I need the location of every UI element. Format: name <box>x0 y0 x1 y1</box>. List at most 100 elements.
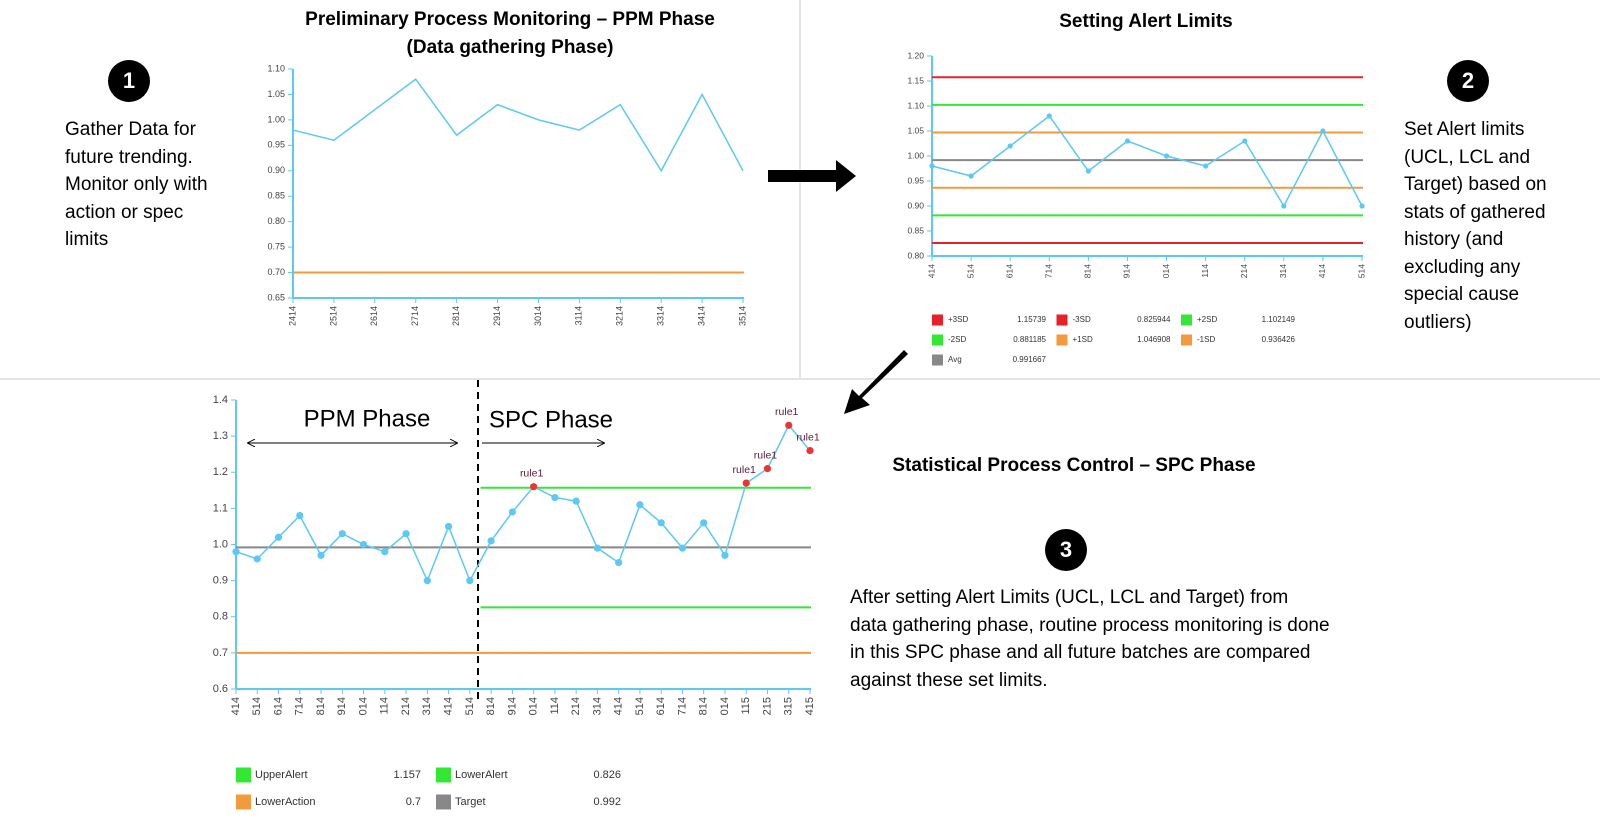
y-tick-label: 1.10 <box>907 100 924 110</box>
chart-title: Setting Alert Limits <box>1059 11 1232 32</box>
data-point <box>402 530 410 538</box>
phase-label: PPM Phase <box>304 405 431 432</box>
x-tick-label: 214 <box>570 697 582 715</box>
y-tick-label: 1.05 <box>907 125 924 135</box>
x-tick-label: 414 <box>1317 264 1327 278</box>
y-tick-label: 1.10 <box>267 63 285 73</box>
legend-value: 0.7 <box>406 796 421 808</box>
legend-value: 0.825944 <box>1137 315 1171 324</box>
x-tick-label: 714 <box>1044 264 1054 278</box>
y-tick-label: 1.2 <box>213 466 228 478</box>
step-number: 2 <box>1462 68 1474 93</box>
x-tick-label: 2614 <box>369 306 379 326</box>
data-point <box>1242 138 1248 144</box>
x-tick-label: 315 <box>783 697 795 715</box>
x-tick-label: 514 <box>1356 264 1366 278</box>
x-tick-label: 614 <box>1004 264 1014 278</box>
legend-swatch <box>932 334 943 346</box>
x-tick-label: 714 <box>294 697 306 715</box>
step-number: 3 <box>1060 537 1072 562</box>
x-tick-label: 714 <box>676 697 688 715</box>
x-tick-label: 3114 <box>574 306 584 325</box>
arrow <box>844 350 908 414</box>
x-tick-label: 414 <box>442 697 454 715</box>
phase-label: SPC Phase <box>489 406 613 433</box>
x-tick-label: 214 <box>400 697 412 715</box>
legend-value: 0.826 <box>593 769 621 781</box>
x-tick-label: 014 <box>1161 264 1171 278</box>
data-point <box>1007 143 1013 149</box>
legend-value: 1.157 <box>393 769 421 781</box>
legend-label: -3SD <box>1073 315 1091 324</box>
data-point <box>657 519 665 527</box>
x-tick-label: 2714 <box>410 306 420 326</box>
step-text: After setting Alert Limits (UCL, LCL and… <box>850 587 1330 691</box>
x-tick-label: 914 <box>336 697 348 715</box>
flag-label: rule1 <box>520 467 544 479</box>
y-tick-label: 1.4 <box>213 394 228 406</box>
legend-label: +3SD <box>948 315 968 324</box>
x-tick-label: 3014 <box>533 306 543 326</box>
data-point <box>1124 138 1131 144</box>
legend-label: LowerAction <box>255 796 316 808</box>
flag-label: rule1 <box>775 406 799 418</box>
x-tick-label: 914 <box>506 697 518 715</box>
x-tick-label: 414 <box>926 264 936 278</box>
step-badge <box>1447 60 1489 102</box>
legend-label: Avg <box>948 355 962 364</box>
x-tick-label: 014 <box>528 697 540 715</box>
y-tick-label: 0.90 <box>267 165 285 175</box>
legend-value: 1.15739 <box>1017 315 1046 324</box>
y-tick-label: 1.00 <box>267 114 285 124</box>
x-tick-label: 614 <box>272 697 284 715</box>
data-point <box>929 163 935 169</box>
data-point <box>1203 163 1209 169</box>
data-point <box>508 508 516 516</box>
step-number: 1 <box>123 68 135 93</box>
x-tick-label: 2414 <box>287 306 297 326</box>
x-tick-label: 314 <box>591 697 603 715</box>
data-point <box>381 548 389 556</box>
data-line-connector <box>469 540 492 581</box>
step-badge <box>108 60 150 102</box>
x-tick-label: 415 <box>804 697 816 715</box>
data-point <box>1281 203 1287 209</box>
x-tick-label: 514 <box>464 697 476 715</box>
flagged-point <box>785 421 793 429</box>
data-point <box>1320 128 1326 134</box>
x-tick-label: 514 <box>251 697 263 715</box>
data-point <box>1163 153 1170 159</box>
legend-label: LowerAlert <box>455 769 508 781</box>
x-tick-label: 414 <box>613 697 625 715</box>
x-tick-label: 2514 <box>328 306 338 326</box>
flagged-point <box>742 479 750 487</box>
data-line <box>931 114 1363 208</box>
x-tick-label: 414 <box>230 697 242 715</box>
y-tick-label: 1.00 <box>907 150 924 160</box>
data-point <box>1046 113 1052 119</box>
x-tick-label: 3514 <box>737 306 747 326</box>
data-line <box>292 78 744 173</box>
data-point <box>1359 203 1365 209</box>
data-point <box>636 501 644 509</box>
y-tick-label: 0.90 <box>907 200 924 210</box>
legend-swatch <box>436 794 451 810</box>
data-point <box>572 497 580 505</box>
y-tick-label: 0.65 <box>267 292 285 302</box>
y-tick-label: 1.15 <box>907 75 924 85</box>
legend-label: -1SD <box>1197 335 1215 344</box>
y-tick-label: 0.70 <box>267 267 285 277</box>
legend-swatch <box>1056 314 1068 326</box>
x-tick-label: 814 <box>485 697 497 715</box>
data-point <box>1085 168 1091 174</box>
flagged-point <box>763 465 772 473</box>
x-tick-label: 014 <box>357 697 369 715</box>
y-tick-label: 1.1 <box>213 502 228 514</box>
legend-swatch <box>236 767 251 783</box>
y-tick-label: 0.75 <box>267 241 285 251</box>
y-tick-label: 0.9 <box>213 575 228 587</box>
x-tick-label: 2814 <box>451 306 461 326</box>
flagged-point <box>530 483 538 491</box>
data-point <box>487 537 495 545</box>
